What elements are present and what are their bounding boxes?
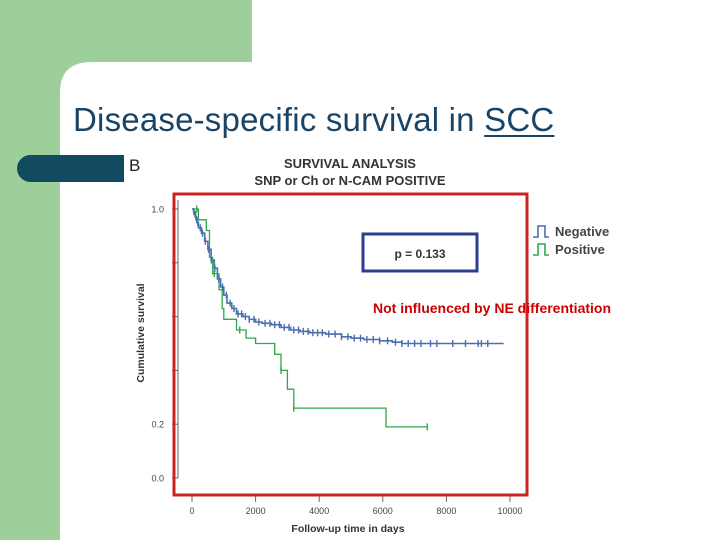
censor-marks-group <box>193 205 489 431</box>
y-tick-label-1: 0.2 <box>151 420 164 430</box>
p-value-frame <box>361 232 479 273</box>
y-axis-title: Cumulative survival <box>135 283 147 382</box>
chart-figure-group: B SURVIVAL ANALYSIS SNP or Ch or N-CAM P… <box>124 155 624 540</box>
p-value-box: p = 0.133 <box>361 232 479 273</box>
y-tick-label-0: 1.0 <box>151 205 164 215</box>
slide-title-text: Disease-specific survival in <box>73 101 485 138</box>
legend-label-positive: Positive <box>555 242 605 257</box>
panel-label: B <box>129 156 140 175</box>
chart-figure-background <box>124 155 624 540</box>
x-tick-label-5: 10000 <box>497 506 522 516</box>
p-value-text: p = 0.133 <box>394 247 445 261</box>
y-tick-label-2: 0.0 <box>151 474 164 484</box>
highlight-frame <box>172 192 529 497</box>
series-line-negative <box>192 208 504 345</box>
x-tick-label-4: 8000 <box>436 506 456 516</box>
x-tick-label-0: 0 <box>189 506 194 516</box>
slide-title: Disease-specific survival in SCC <box>73 101 554 139</box>
series-line-positive <box>192 208 428 428</box>
x-axis-title: Follow-up time in days <box>291 523 404 535</box>
slide-title-underlined: SCC <box>484 101 555 138</box>
legend-label-negative: Negative <box>555 224 609 239</box>
x-tick-label-2: 4000 <box>309 506 329 516</box>
series-lines-group <box>192 208 504 428</box>
legend-swatch-negative <box>533 225 549 238</box>
annotation-text: Not influenced by NE differentiation <box>373 300 611 316</box>
x-ticks-group: 0 2000 4000 6000 8000 10000 <box>189 496 523 516</box>
x-tick-label-1: 2000 <box>246 506 266 516</box>
chart-title-line2: SNP or Ch or N-CAM POSITIVE <box>254 173 445 188</box>
legend: Negative Positive <box>533 224 609 257</box>
chart-title-line1: SURVIVAL ANALYSIS <box>284 156 416 171</box>
legend-swatch-positive <box>533 243 549 256</box>
x-tick-label-3: 6000 <box>373 506 393 516</box>
